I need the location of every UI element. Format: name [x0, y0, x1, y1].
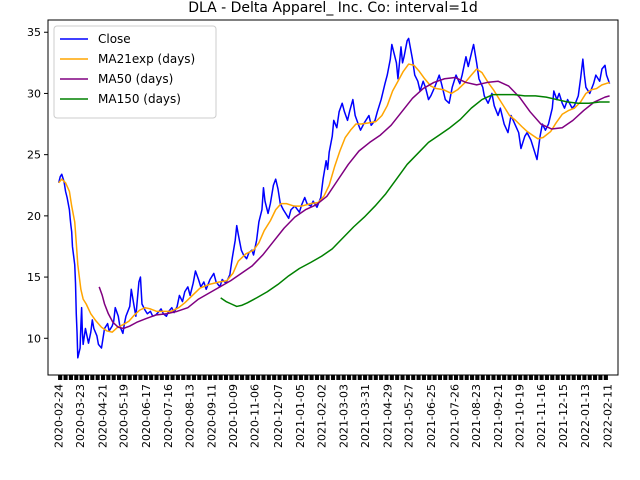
y-tick-label: 15 — [27, 271, 41, 284]
legend: Close MA21exp (days) MA50 (days) MA150 (day… — [53, 25, 217, 119]
x-tick-label: 2021-02-02 — [316, 384, 329, 448]
x-tick-label: 2021-07-26 — [448, 384, 461, 448]
x-tick-label: 2021-09-21 — [492, 384, 505, 448]
legend-label-1: MA21exp (days) — [98, 52, 195, 66]
x-tick-label: 2020-11-06 — [248, 384, 261, 448]
y-tick-label: 30 — [27, 87, 41, 100]
x-tick-label: 2020-10-09 — [227, 384, 240, 448]
legend-box — [53, 25, 217, 119]
x-tick-label: 2021-10-19 — [513, 384, 526, 448]
y-axis: 10 15 20 25 30 35 — [27, 26, 48, 345]
x-tick-label: 2020-04-21 — [96, 384, 109, 448]
x-tick-label: 2020-07-16 — [162, 384, 175, 448]
series-line-0 — [57, 37, 611, 359]
x-tick-label: 2021-03-03 — [338, 384, 351, 448]
x-tick-label: 2022-02-11 — [601, 384, 614, 448]
x-axis: 2020-02-24 2020-03-23 2020-04-21 2020-05-19… — [53, 375, 614, 448]
x-tick-label: 2021-04-29 — [381, 384, 394, 448]
legend-label-0: Close — [98, 32, 131, 46]
chart-title: DLA - Delta Apparel_ Inc. Co: interval=1… — [188, 0, 478, 16]
series-line-3 — [220, 93, 610, 308]
x-tick-label: 2021-08-23 — [470, 384, 483, 448]
x-tick-label: 2021-01-05 — [294, 384, 307, 448]
x-tick-label: 2020-12-07 — [272, 384, 285, 448]
y-tick-label: 10 — [27, 332, 41, 345]
x-tick-label: 2020-09-11 — [206, 384, 219, 448]
x-tick-label: 2020-05-19 — [118, 384, 131, 448]
legend-label-3: MA150 (days) — [98, 92, 181, 106]
x-tick-label: 2020-08-13 — [183, 384, 196, 448]
x-tick-label: 2020-03-23 — [74, 384, 87, 448]
x-tick-label: 2020-02-24 — [53, 384, 66, 448]
x-tick-label: 2020-06-17 — [140, 384, 153, 448]
x-tick-label: 2021-03-31 — [359, 384, 372, 448]
y-tick-label: 35 — [27, 26, 41, 39]
y-tick-label: 25 — [27, 149, 41, 162]
legend-label-2: MA50 (days) — [98, 72, 173, 86]
series-line-2 — [98, 76, 610, 330]
x-tick-label: 2022-01-13 — [579, 384, 592, 448]
x-tick-label: 2021-11-16 — [535, 384, 548, 448]
plot-lines — [57, 37, 611, 359]
x-tick-label: 2021-05-27 — [403, 384, 416, 448]
y-tick-label: 20 — [27, 210, 41, 223]
x-tick-label: 2021-12-15 — [557, 384, 570, 448]
x-tick-label: 2021-06-25 — [425, 384, 438, 448]
